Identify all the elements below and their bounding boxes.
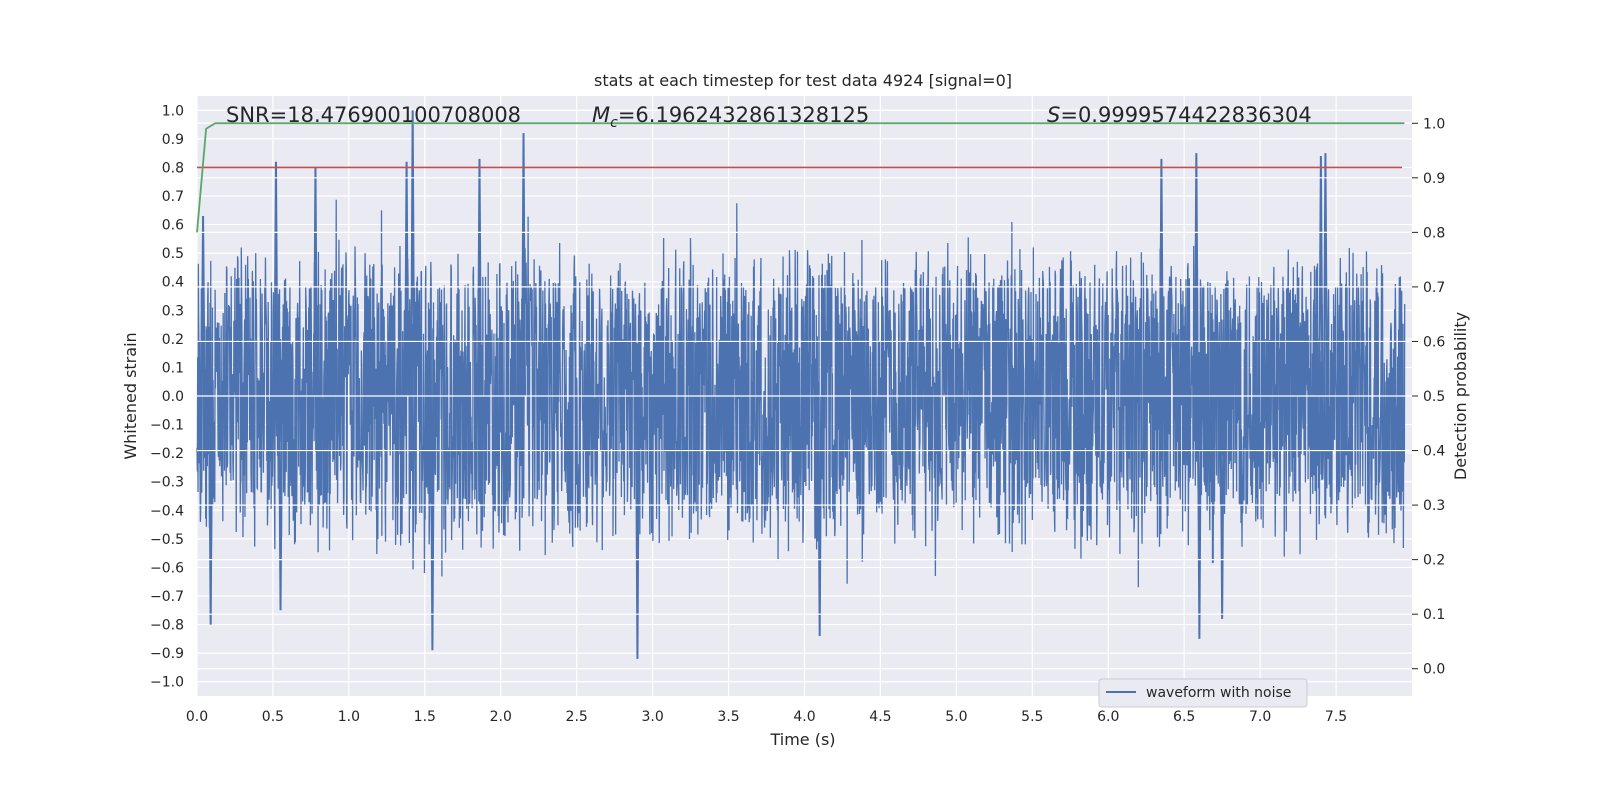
y-tick-label: −0.5 <box>150 532 184 548</box>
y-right-axis-label: Detection probability <box>1451 312 1470 480</box>
y-tick-label: 0.0 <box>162 389 184 405</box>
waveform-spike <box>208 395 214 625</box>
waveform-spike <box>273 161 279 397</box>
y-right-tick-label: 0.4 <box>1423 444 1445 460</box>
x-tick-label: 4.0 <box>793 709 815 725</box>
probability-series <box>196 122 1405 233</box>
x-tick-label: 2.5 <box>566 709 588 725</box>
y-tick-label: 0.3 <box>162 303 184 319</box>
y-right-tick-label: 0.1 <box>1423 607 1445 623</box>
y-tick-label: −0.2 <box>150 446 184 462</box>
waveform-spike <box>521 133 527 397</box>
y-tick-labels: 1.0 0.9 0.8 0.7 0.6 0.5 0.4 0.3 0.2 0.1 0.0 −0.1 −0.… <box>150 103 184 690</box>
chirp-mass-annotation: Mc=6.1962432861328125 <box>592 103 869 131</box>
x-tick-label: 6.5 <box>1173 709 1195 725</box>
y-tick-label: −0.3 <box>150 475 184 491</box>
y-tick-label: −0.1 <box>150 418 184 434</box>
x-axis-label: Time (s) <box>769 730 835 749</box>
waveform-spike <box>1196 395 1202 639</box>
mc-subscript: c <box>610 115 618 131</box>
x-tick-label: 1.5 <box>414 709 436 725</box>
waveform-spike <box>404 161 410 397</box>
x-tick-label: 5.5 <box>1021 709 1043 725</box>
x-tick-label: 2.0 <box>490 709 512 725</box>
mc-symbol: M <box>592 103 610 127</box>
y-tick-label: 0.8 <box>162 160 184 176</box>
mc-value: =6.1962432861328125 <box>618 103 869 127</box>
y-tick-label: 0.7 <box>162 189 184 205</box>
y-right-tick-label: 0.9 <box>1423 171 1445 187</box>
s-symbol: S <box>1047 103 1060 127</box>
s-value: =0.9999574422836304 <box>1060 103 1311 127</box>
y-axis-label: Whitened strain <box>121 332 140 459</box>
y-right-tick-label: 0.6 <box>1423 334 1445 350</box>
y-tick-label: 0.6 <box>162 218 184 234</box>
waveform-spike <box>476 158 482 397</box>
waveform-spike <box>1219 395 1225 619</box>
y-tick-label: 0.1 <box>162 360 184 376</box>
y-right-tick-label: 0.0 <box>1423 662 1445 678</box>
x-tick-label: 6.0 <box>1097 709 1119 725</box>
y-tick-label: −0.8 <box>150 618 184 634</box>
y-right-tick-label: 1.0 <box>1423 116 1445 132</box>
x-tick-label: 7.5 <box>1325 709 1347 725</box>
y-right-tick-label: 0.2 <box>1423 553 1445 569</box>
x-tick-label: 3.5 <box>717 709 739 725</box>
y-tick-label: 0.2 <box>162 332 184 348</box>
waveform-spike <box>200 215 206 397</box>
x-tick-label: 0.5 <box>262 709 284 725</box>
x-tick-label: 4.5 <box>869 709 891 725</box>
y-tick-label: 1.0 <box>162 103 184 119</box>
x-tick-label: 1.0 <box>338 709 360 725</box>
waveform-series <box>196 110 1406 659</box>
y-tick-label: 0.9 <box>162 132 184 148</box>
x-tick-label: 5.0 <box>945 709 967 725</box>
x-tick-label: 3.0 <box>641 709 663 725</box>
waveform-spike <box>1322 153 1328 397</box>
snr-annotation: SNR=18.476900100708008 <box>226 103 521 127</box>
score-annotation: S=0.9999574422836304 <box>1047 103 1312 127</box>
y-tick-label: 0.5 <box>162 246 184 262</box>
y-right-tick-label: 0.5 <box>1423 389 1445 405</box>
y-tick-label: −0.6 <box>150 560 184 576</box>
x-tick-labels: 0.0 0.5 1.0 1.5 2.0 2.5 3.0 3.5 4.0 4.5 5.0 5.5 6.0 6… <box>186 709 1347 725</box>
x-tick-label: 0.0 <box>186 709 208 725</box>
waveform-line <box>196 199 1406 588</box>
legend: waveform with noise <box>1098 678 1308 708</box>
probability-line <box>196 122 1405 233</box>
waveform-spike <box>410 110 416 397</box>
y-right-tick-label: 0.8 <box>1423 225 1445 241</box>
waveform-spike <box>1318 155 1324 397</box>
x-tick-label: 7.0 <box>1249 709 1271 725</box>
y-tick-label: −0.7 <box>150 589 184 605</box>
waveform-spike <box>634 395 640 659</box>
waveform-spike <box>1158 158 1164 397</box>
y-tick-label: −0.4 <box>150 503 184 519</box>
legend-label: waveform with noise <box>1146 685 1291 701</box>
y-tick-label: −1.0 <box>150 675 184 691</box>
y-tick-label: 0.4 <box>162 275 184 291</box>
y-right-tick-label: 0.7 <box>1423 280 1445 296</box>
waveform-spike <box>817 395 823 637</box>
y-right-tick-labels: 1.0 0.9 0.8 0.7 0.6 0.5 0.4 0.3 0.2 0.1 0.0 <box>1412 116 1445 678</box>
y-tick-label: −0.9 <box>150 646 184 662</box>
y-right-tick-label: 0.3 <box>1423 498 1445 514</box>
legend-box <box>1098 678 1308 708</box>
chart-title: stats at each timestep for test data 492… <box>594 71 1012 90</box>
waveform-spike <box>1193 153 1199 397</box>
